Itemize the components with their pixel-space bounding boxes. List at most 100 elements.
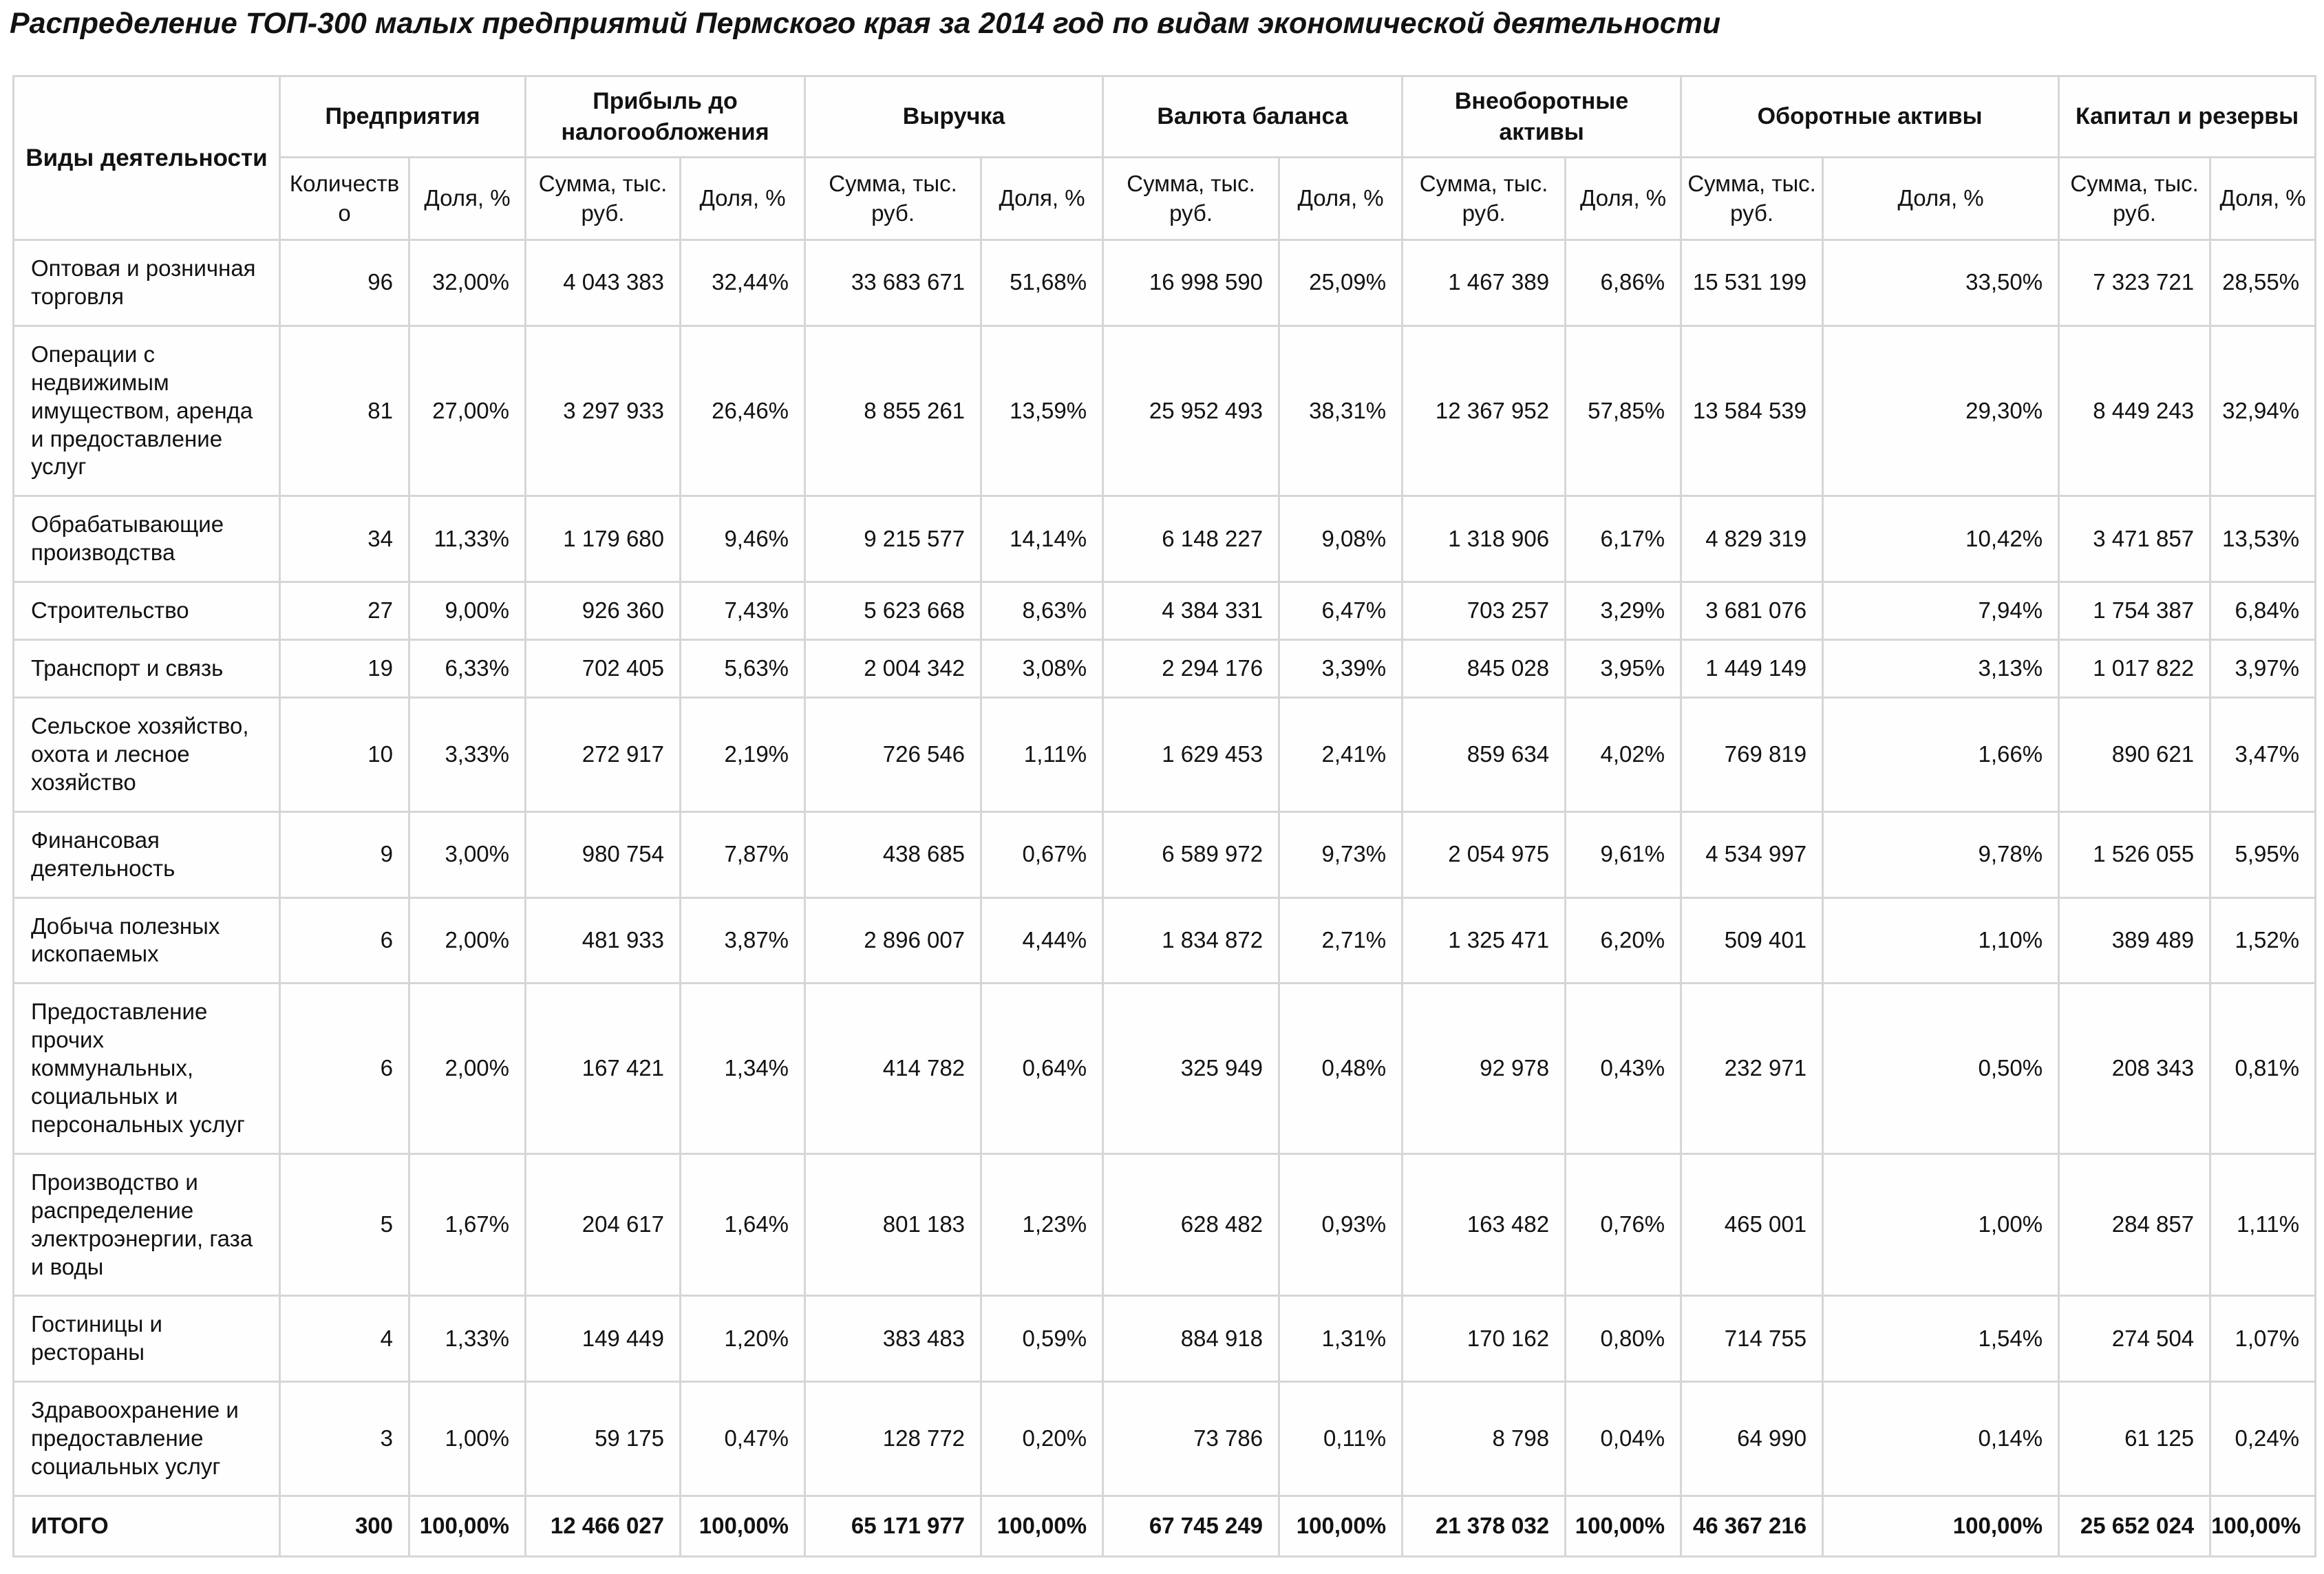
column-group-header: Прибыль до налогообложения [524,75,807,158]
share-value-cell: 0,24% [2209,1381,2317,1497]
column-subheader-share: Доля, % [679,156,807,241]
share-value-cell: 3,47% [2209,696,2317,813]
share-value-cell: 1,33% [407,1295,527,1383]
total-share-cell: 100,00% [407,1495,527,1557]
share-value-cell: 32,44% [679,239,807,327]
sum-value-cell: 13 584 539 [1680,324,1824,498]
share-value-cell: 51,68% [980,239,1105,327]
sum-value-cell: 2 004 342 [804,639,983,699]
activities-table: Виды деятельности Предприятия Прибыль до … [12,75,2317,1557]
table-row: Сельское хозяйство, охота и лесное хозяй… [12,696,2317,813]
share-value-cell: 7,87% [679,810,807,899]
share-value-cell: 7,43% [679,581,807,641]
sum-value-cell: 5 [279,1152,410,1297]
share-value-cell: 1,00% [1822,1152,2060,1297]
column-group-header: Капитал и резервы [2058,75,2317,158]
table-body: Оптовая и розничная торговля 96 32,00% 4 04… [12,239,2317,1557]
share-value-cell: 6,20% [1564,896,1683,985]
share-value-cell: 6,84% [2209,581,2317,641]
table-row: Обрабатывающие производства 34 11,33% 1 179… [12,495,2317,584]
share-value-cell: 5,63% [679,639,807,699]
table-row: Финансовая деятельность 9 3,00% 980 754 7,87… [12,810,2317,899]
sum-value-cell: 4 384 331 [1102,581,1281,641]
sum-value-cell: 10 [279,696,410,813]
total-label: ИТОГО [12,1495,281,1557]
total-sum-cell: 67 745 249 [1102,1495,1281,1557]
share-value-cell: 11,33% [407,495,527,584]
share-value-cell: 3,00% [407,810,527,899]
sum-value-cell: 769 819 [1680,696,1824,813]
share-value-cell: 1,54% [1822,1295,2060,1383]
sum-value-cell: 1 629 453 [1102,696,1281,813]
share-value-cell: 25,09% [1278,239,1404,327]
share-value-cell: 2,41% [1278,696,1404,813]
total-share-cell: 100,00% [1822,1495,2060,1557]
share-value-cell: 5,95% [2209,810,2317,899]
column-group-header: Валюта баланса [1102,75,1404,158]
sum-value-cell: 9 215 577 [804,495,983,584]
column-subheader-share: Доля, % [407,156,527,241]
sum-value-cell: 64 990 [1680,1381,1824,1497]
sum-value-cell: 25 952 493 [1102,324,1281,498]
sum-value-cell: 4 829 319 [1680,495,1824,584]
sum-value-cell: 509 401 [1680,896,1824,985]
column-subheader-share: Доля, % [980,156,1105,241]
table-row: Здравоохранение и предоставление социаль… [12,1381,2317,1497]
sum-value-cell: 274 504 [2058,1295,2212,1383]
share-value-cell: 1,00% [407,1381,527,1497]
column-subheader-share: Доля, % [1564,156,1683,241]
sum-value-cell: 19 [279,639,410,699]
table-row: Оптовая и розничная торговля 96 32,00% 4 04… [12,239,2317,327]
share-value-cell: 1,11% [980,696,1105,813]
sum-value-cell: 6 589 972 [1102,810,1281,899]
share-value-cell: 2,00% [407,982,527,1155]
column-group-header: Оборотные активы [1680,75,2060,158]
share-value-cell: 1,07% [2209,1295,2317,1383]
share-value-cell: 1,67% [407,1152,527,1297]
share-value-cell: 38,31% [1278,324,1404,498]
sum-value-cell: 6 [279,896,410,985]
sum-value-cell: 1 318 906 [1401,495,1567,584]
sum-value-cell: 170 162 [1401,1295,1567,1383]
table-row: Операции с недвижимым имуществом, аренда… [12,324,2317,498]
share-value-cell: 1,23% [980,1152,1105,1297]
sum-value-cell: 3 471 857 [2058,495,2212,584]
share-value-cell: 32,94% [2209,324,2317,498]
share-value-cell: 2,19% [679,696,807,813]
column-header-activity-types: Виды деятельности [12,75,281,241]
sum-value-cell: 272 917 [524,696,682,813]
column-group-header: Предприятия [278,75,527,158]
share-value-cell: 1,11% [2209,1152,2317,1297]
share-value-cell: 6,86% [1564,239,1683,327]
sum-value-cell: 890 621 [2058,696,2212,813]
share-value-cell: 3,95% [1564,639,1683,699]
header-sub-row: Количество Доля, % Сумма, тыс. руб. Доля, %… [14,156,2317,241]
sum-value-cell: 465 001 [1680,1152,1824,1297]
sum-value-cell: 96 [279,239,410,327]
column-subheader-sum: Сумма, тыс. руб. [2058,156,2212,241]
share-value-cell: 8,63% [980,581,1105,641]
share-value-cell: 32,00% [407,239,527,327]
sum-value-cell: 1 017 822 [2058,639,2212,699]
sum-value-cell: 128 772 [804,1381,983,1497]
activity-label: Сельское хозяйство, охота и лесное хозяй… [12,696,281,813]
share-value-cell: 1,64% [679,1152,807,1297]
activity-label: Гостиницы и рестораны [12,1295,281,1383]
share-value-cell: 6,33% [407,639,527,699]
sum-value-cell: 1 754 387 [2058,581,2212,641]
sum-value-cell: 149 449 [524,1295,682,1383]
sum-value-cell: 208 343 [2058,982,2212,1155]
sum-value-cell: 6 [279,982,410,1155]
sum-value-cell: 702 405 [524,639,682,699]
column-subheader-sum: Сумма, тыс. руб. [1680,156,1824,241]
share-value-cell: 0,20% [980,1381,1105,1497]
share-value-cell: 0,47% [679,1381,807,1497]
sum-value-cell: 33 683 671 [804,239,983,327]
total-sum-cell: 25 652 024 [2058,1495,2212,1557]
share-value-cell: 13,53% [2209,495,2317,584]
share-value-cell: 3,33% [407,696,527,813]
total-share-cell: 100,00% [679,1495,807,1557]
total-sum-cell: 21 378 032 [1401,1495,1567,1557]
sum-value-cell: 714 755 [1680,1295,1824,1383]
table-row: Предоставление прочих коммунальных, соци… [12,982,2317,1155]
